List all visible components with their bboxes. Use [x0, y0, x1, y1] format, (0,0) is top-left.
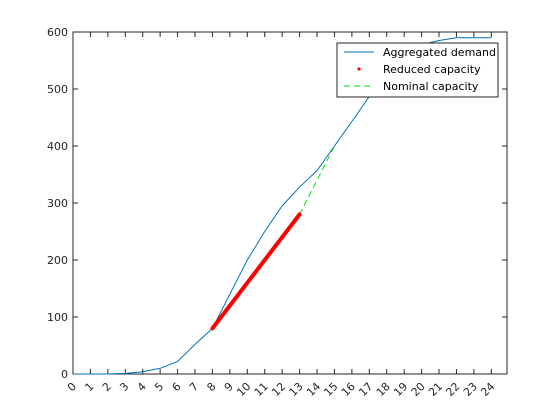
x-tick-label: 23: [461, 380, 480, 399]
x-tick-label: 7: [187, 380, 201, 394]
x-tick-label: 13: [287, 380, 306, 399]
x-tick-label: 10: [234, 380, 253, 399]
x-tick-label: 21: [426, 380, 445, 399]
x-tick-label: 4: [135, 380, 149, 394]
x-tick-label: 5: [152, 380, 166, 394]
y-tick-label: 0: [61, 368, 68, 381]
legend-label: Aggregated demand: [383, 46, 496, 59]
x-tick-label: 20: [409, 380, 428, 399]
legend-label: Nominal capacity: [383, 80, 479, 93]
legend-label: Reduced capacity: [383, 63, 481, 76]
y-tick-label: 400: [47, 140, 68, 153]
legend: Aggregated demand Reduced capacity Nominal…: [337, 43, 498, 97]
y-tick-label: 100: [47, 311, 68, 324]
x-tick-label: 16: [339, 380, 358, 399]
x-tick-label: 8: [204, 380, 218, 394]
x-tick-label: 9: [222, 380, 236, 394]
x-tick-label: 0: [65, 380, 79, 394]
x-tick-label: 15: [321, 380, 340, 399]
x-tick-label: 18: [374, 380, 393, 399]
x-tick-label: 2: [100, 380, 114, 394]
legend-marker: [357, 67, 360, 70]
x-tick-label: 6: [170, 380, 184, 394]
y-tick-label: 500: [47, 83, 68, 96]
y-tick-label: 600: [47, 26, 68, 39]
x-tick-label: 24: [478, 380, 497, 399]
x-tick-label: 22: [443, 380, 462, 399]
x-tick-label: 14: [304, 380, 323, 399]
x-tick-label: 19: [391, 380, 410, 399]
x-tick-label: 11: [252, 380, 271, 399]
y-tick-label: 200: [47, 254, 68, 267]
x-tick-label: 1: [82, 380, 96, 394]
x-tick-label: 12: [269, 380, 288, 399]
x-tick-label: 17: [356, 380, 375, 399]
y-tick-label: 300: [47, 197, 68, 210]
x-tick-label: 3: [117, 380, 131, 394]
